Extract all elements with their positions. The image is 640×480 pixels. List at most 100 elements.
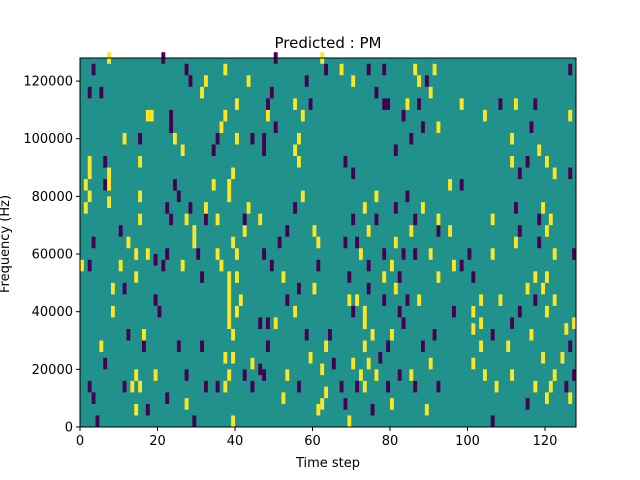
heatmap-cell-106 (235, 305, 239, 318)
heatmap-cell-257 (211, 144, 216, 157)
heatmap-cell-184 (343, 236, 348, 249)
heatmap-cell-117 (238, 294, 243, 306)
heatmap-cell-161 (459, 259, 464, 272)
chart-title: Predicted : PM (275, 34, 382, 52)
plot-area (79, 52, 577, 428)
heatmap-cell-140 (235, 271, 239, 283)
heatmap-cell-10 (320, 398, 325, 410)
heatmap-cell-124 (479, 294, 484, 306)
heatmap-cell-13 (390, 398, 394, 410)
heatmap-cell-6 (134, 403, 139, 416)
heatmap-cell-258 (262, 144, 267, 157)
heatmap-cell-71 (142, 340, 146, 353)
heatmap-cell-178 (91, 236, 96, 249)
heatmap-background (80, 58, 576, 427)
heatmap-cell-237 (211, 179, 216, 191)
heatmap-cell-252 (343, 156, 348, 168)
heatmap-cell-123 (417, 294, 422, 306)
heatmap-cell-311 (424, 75, 429, 87)
heatmap-cell-134 (393, 282, 398, 295)
heatmap-cell-162 (134, 248, 139, 260)
heatmap-cell-193 (312, 225, 317, 237)
heatmap-cell-163 (145, 248, 150, 260)
heatmap-cell-207 (351, 213, 356, 226)
heatmap-cell-168 (262, 248, 267, 260)
heatmap-cell-242 (107, 167, 112, 180)
heatmap-cell-77 (386, 340, 391, 353)
heatmap-cell-64 (366, 357, 371, 370)
heatmap-cell-212 (537, 213, 542, 226)
heatmap-cell-297 (514, 98, 518, 110)
y-tick-label-3: 60000 (32, 248, 73, 263)
heatmap-cell-240 (459, 179, 464, 191)
heatmap-cell-215 (107, 196, 112, 208)
x-tick-label-1: 20 (149, 434, 166, 449)
heatmap-cell-316 (339, 63, 344, 76)
heatmap-cell-186 (393, 236, 398, 249)
heatmap-cell-22 (165, 392, 170, 404)
heatmap-cell-61 (308, 352, 313, 364)
heatmap-cell-302 (269, 86, 274, 99)
heatmap-cell-147 (533, 271, 538, 283)
heatmap-cell-223 (421, 202, 425, 214)
heatmap-cell-53 (510, 369, 515, 381)
heatmap-cell-72 (176, 340, 181, 353)
heatmap-cell-33 (386, 380, 391, 393)
heatmap-cell-45 (262, 369, 267, 381)
heatmap-cell-173 (428, 248, 433, 260)
heatmap-cell-195 (409, 225, 414, 237)
heatmap-cell-310 (417, 75, 422, 87)
heatmap-cell-137 (134, 271, 139, 283)
heatmap-cell-122 (405, 294, 410, 306)
x-tick-label-5: 100 (455, 434, 480, 449)
heatmap-cell-246 (552, 167, 557, 180)
heatmap-cell-24 (215, 380, 220, 393)
heatmap-cell-89 (432, 328, 437, 341)
heatmap-cell-118 (285, 294, 290, 306)
heatmap-cell-269 (297, 132, 301, 145)
heatmap-cell-129 (122, 282, 127, 295)
heatmap-cell-119 (347, 294, 352, 306)
heatmap-cell-305 (188, 75, 193, 87)
heatmap-cell-314 (223, 63, 228, 76)
heatmap-cell-103 (111, 305, 115, 318)
heatmap-cell-236 (173, 179, 177, 191)
heatmap-cell-144 (397, 271, 402, 283)
heatmap-cell-208 (374, 213, 379, 226)
heatmap-cell-74 (266, 340, 270, 353)
heatmap-cell-238 (227, 179, 232, 191)
heatmap-cell-198 (517, 225, 522, 237)
heatmap-cell-16 (545, 392, 549, 404)
heatmap-cell-175 (490, 248, 495, 260)
heatmap-cell-241 (87, 167, 92, 180)
heatmap-cell-268 (262, 132, 267, 145)
heatmap-cell-309 (351, 75, 356, 87)
heatmap-cell-166 (215, 248, 220, 260)
heatmap-cell-279 (149, 109, 154, 122)
heatmap-cell-51 (409, 369, 414, 381)
heatmap-cell-60 (258, 363, 263, 376)
heatmap-cell-56 (103, 357, 108, 370)
heatmap-cell-2 (231, 415, 236, 427)
heatmap-cell-172 (413, 248, 418, 260)
heatmap-cell-285 (483, 109, 487, 122)
heatmap-cell-296 (498, 98, 503, 110)
heatmap-cell-91 (490, 328, 495, 341)
heatmap-cell-90 (471, 323, 476, 335)
heatmap-cell-132 (312, 282, 317, 295)
heatmap-cell-267 (250, 132, 255, 145)
heatmap-cell-197 (448, 225, 453, 237)
heatmap-cell-23 (204, 380, 208, 393)
heatmap-cell-37 (533, 380, 538, 393)
heatmap-cell-80 (506, 340, 511, 353)
y-tick-label-2: 40000 (32, 305, 73, 320)
heatmap-cell-283 (300, 109, 305, 122)
heatmap-cell-141 (281, 271, 286, 283)
heatmap-cell-3 (347, 415, 352, 427)
heatmap-cell-157 (316, 259, 321, 272)
heatmap-cell-20 (130, 380, 135, 393)
heatmap-cell-17 (568, 392, 573, 404)
heatmap-cell-101 (510, 317, 515, 329)
heatmap-cell-179 (126, 236, 131, 249)
heatmap-cell-300 (87, 86, 92, 99)
